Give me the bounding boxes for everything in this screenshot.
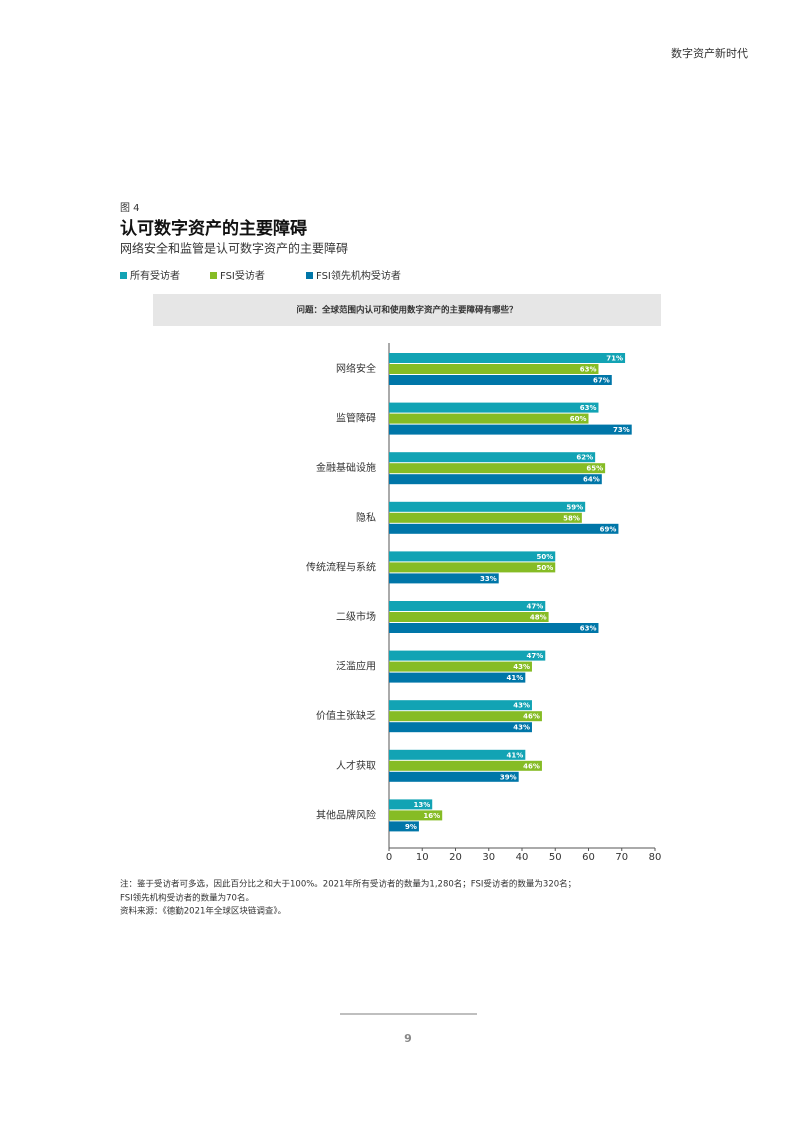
bar xyxy=(389,661,532,672)
bar xyxy=(389,463,606,474)
data-label: 41% xyxy=(507,751,524,759)
header-title: 数字资产新时代 xyxy=(671,46,748,60)
category-label: 人才获取 xyxy=(336,759,376,772)
bar xyxy=(389,722,532,733)
bar xyxy=(389,424,632,435)
bar xyxy=(389,799,433,810)
bar xyxy=(389,452,596,463)
x-tick-label: 30 xyxy=(482,852,495,863)
category-label: 监管障碍 xyxy=(336,412,376,425)
bar xyxy=(389,601,546,611)
legend-label: 所有受访者 xyxy=(130,269,180,282)
bar xyxy=(389,650,546,661)
bar xyxy=(389,375,612,385)
x-tick-label: 10 xyxy=(416,852,429,863)
legend-swatch xyxy=(306,272,313,279)
bar xyxy=(389,413,589,424)
bar xyxy=(389,551,556,562)
bar xyxy=(389,562,556,573)
data-label: 43% xyxy=(513,724,530,732)
data-label: 13% xyxy=(413,801,430,809)
data-label: 48% xyxy=(530,614,547,622)
data-label: 65% xyxy=(586,465,603,473)
bar xyxy=(389,771,519,782)
question-box xyxy=(153,294,661,326)
data-label: 63% xyxy=(580,625,597,633)
category-label: 传统流程与系统 xyxy=(306,560,376,573)
legend-swatch xyxy=(210,272,217,279)
category-label: 二级市场 xyxy=(336,610,376,623)
bar xyxy=(389,501,586,512)
legend-swatch xyxy=(120,272,127,279)
x-tick-label: 50 xyxy=(549,852,562,863)
figure-title: 认可数字资产的主要障碍 xyxy=(120,218,307,239)
data-label: 16% xyxy=(423,812,440,820)
data-label: 60% xyxy=(570,415,587,423)
bar xyxy=(389,821,419,832)
category-label: 价值主张缺乏 xyxy=(316,709,376,722)
data-label: 67% xyxy=(593,377,610,385)
bar xyxy=(389,749,526,760)
category-label: 其他品牌风险 xyxy=(316,808,376,821)
x-tick-label: 20 xyxy=(449,852,462,863)
category-label: 网络安全 xyxy=(336,362,376,375)
legend-label: FSI受访者 xyxy=(220,270,265,282)
bar xyxy=(389,711,542,722)
bar xyxy=(389,672,526,683)
data-label: 59% xyxy=(566,503,583,511)
note: FSI领先机构受访者的数量为70名。 xyxy=(120,893,254,904)
x-tick-label: 60 xyxy=(582,852,595,863)
data-label: 62% xyxy=(576,454,593,462)
bar xyxy=(389,402,599,413)
data-label: 58% xyxy=(563,514,580,522)
bar xyxy=(389,364,599,374)
bar xyxy=(389,623,599,633)
bar xyxy=(389,353,626,363)
data-label: 33% xyxy=(480,575,497,583)
category-label: 金融基础设施 xyxy=(316,461,376,474)
data-label: 63% xyxy=(580,366,597,374)
data-label: 64% xyxy=(583,476,600,484)
bar xyxy=(389,760,542,771)
data-label: 73% xyxy=(613,426,630,434)
legend-label: FSI领先机构受访者 xyxy=(316,269,401,282)
data-label: 43% xyxy=(513,702,530,710)
note: 注：鉴于受访者可多选，因此百分比之和大于100%。2021年所有受访者的数量为1… xyxy=(120,879,576,890)
figure-label: 图 4 xyxy=(120,202,140,214)
bar xyxy=(389,474,602,485)
data-label: 71% xyxy=(606,355,623,363)
data-label: 63% xyxy=(580,404,597,412)
data-label: 41% xyxy=(507,674,524,682)
bar xyxy=(389,512,582,523)
page-number: 9 xyxy=(404,1032,412,1045)
question: 问题：全球范围内认可和使用数字资产的主要障碍有哪些？ xyxy=(296,305,517,316)
data-label: 9% xyxy=(405,823,417,831)
bar xyxy=(389,810,443,821)
category-label: 泛滥应用 xyxy=(336,660,376,673)
figure-subtitle: 网络安全和监管是认可数字资产的主要障碍 xyxy=(120,241,348,256)
data-label: 39% xyxy=(500,773,517,781)
data-label: 50% xyxy=(536,553,553,561)
x-tick-label: 80 xyxy=(649,852,662,863)
data-label: 50% xyxy=(536,564,553,572)
bar xyxy=(389,573,499,584)
x-tick-label: 70 xyxy=(615,852,628,863)
data-label: 46% xyxy=(523,762,540,770)
bar xyxy=(389,612,549,622)
note: 资料来源：《德勤2021年全球区块链调查》。 xyxy=(120,906,286,917)
data-label: 47% xyxy=(527,603,544,611)
data-label: 43% xyxy=(513,663,530,671)
data-label: 46% xyxy=(523,713,540,721)
x-tick-label: 0 xyxy=(386,852,392,863)
bar xyxy=(389,523,619,534)
category-label: 隐私 xyxy=(356,512,376,524)
data-label: 69% xyxy=(600,525,617,533)
data-label: 47% xyxy=(527,652,544,660)
bar xyxy=(389,700,532,711)
x-tick-label: 40 xyxy=(516,852,529,863)
